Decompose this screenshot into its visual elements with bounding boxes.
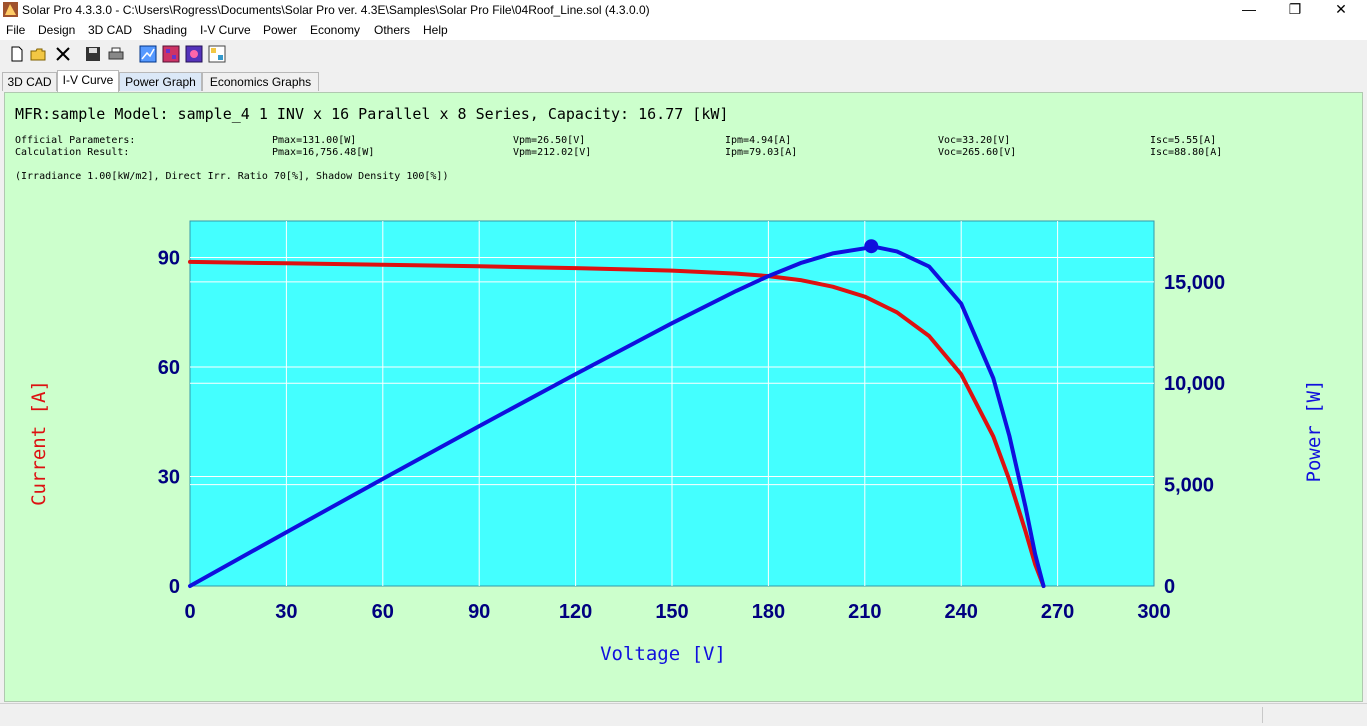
iv-chart: 0 30 60 90 120 150 180 210 240 270 300 0 30 60 90 0 5,00… xyxy=(28,220,1325,665)
x-axis-label: Voltage [V] xyxy=(600,643,726,665)
tab-strip: 3D CAD I-V Curve Power Graph Economics G… xyxy=(0,70,1367,92)
y-tick-label: 90 xyxy=(158,248,180,270)
tab-power-graph[interactable]: Power Graph xyxy=(119,72,202,91)
x-tick-label: 240 xyxy=(945,601,978,623)
x-tick-label: 210 xyxy=(848,601,881,623)
official-pmax: Pmax=131.00[W] xyxy=(272,135,357,146)
y2-axis-label: Power [W] xyxy=(1303,380,1325,483)
image-view-icon[interactable] xyxy=(208,45,226,63)
menu-bar: File Design 3D CAD Shading I-V Curve Pow… xyxy=(0,20,1367,40)
color-map-icon[interactable] xyxy=(162,45,180,63)
official-params-label: Official Parameters: xyxy=(15,135,136,146)
iv-curve-panel: MFR:sample Model: sample_4 1 INV x 16 Pa… xyxy=(4,92,1363,702)
x-tick-label: 180 xyxy=(752,601,785,623)
open-folder-icon[interactable] xyxy=(30,45,48,63)
x-tick-label: 60 xyxy=(372,601,394,623)
menu-3d-cad[interactable]: 3D CAD xyxy=(88,23,133,37)
toolbar xyxy=(0,41,1367,67)
x-tick-label: 90 xyxy=(468,601,490,623)
calc-voc: Voc=265.60[V] xyxy=(938,147,1017,158)
y2-tick-label: 15,000 xyxy=(1164,272,1225,294)
title-bar: Solar Pro 4.3.3.0 - C:\Users\Rogress\Doc… xyxy=(0,0,1367,20)
grid-lines xyxy=(190,221,1154,586)
menu-economy[interactable]: Economy xyxy=(310,23,361,37)
menu-iv-curve[interactable]: I-V Curve xyxy=(200,23,251,37)
official-voc: Voc=33.20[V] xyxy=(938,135,1011,146)
status-divider xyxy=(1262,707,1263,723)
y2-tick-label: 10,000 xyxy=(1164,373,1225,395)
settings-grid-icon[interactable] xyxy=(185,45,203,63)
official-vpm: Vpm=26.50[V] xyxy=(513,135,586,146)
conditions-text: (Irradiance 1.00[kW/m2], Direct Irr. Rat… xyxy=(15,171,449,182)
window-title: Solar Pro 4.3.3.0 - C:\Users\Rogress\Doc… xyxy=(22,3,650,17)
calc-vpm: Vpm=212.02[V] xyxy=(513,147,592,158)
y-axis-label: Current [A] xyxy=(28,380,50,506)
menu-power[interactable]: Power xyxy=(263,23,298,37)
y2-tick-label: 5,000 xyxy=(1164,475,1214,497)
tab-economics-graphs[interactable]: Economics Graphs xyxy=(202,72,319,91)
close-button[interactable]: ✕ xyxy=(1335,1,1347,17)
tab-iv-curve[interactable]: I-V Curve xyxy=(57,70,119,92)
app-logo-icon xyxy=(3,2,18,17)
x-tick-label: 270 xyxy=(1041,601,1074,623)
menu-help[interactable]: Help xyxy=(423,23,448,37)
menu-others[interactable]: Others xyxy=(374,23,411,37)
calc-result-label: Calculation Result: xyxy=(15,147,130,158)
calc-pmax: Pmax=16,756.48[W] xyxy=(272,147,375,158)
y-tick-label: 30 xyxy=(158,467,180,489)
x-tick-label: 150 xyxy=(655,601,688,623)
tab-3d-cad[interactable]: 3D CAD xyxy=(2,72,57,91)
tick-labels: 0 30 60 90 120 150 180 210 240 270 300 0 30 60 90 0 5,00… xyxy=(158,248,1225,624)
new-file-icon[interactable] xyxy=(8,45,26,63)
x-tick-label: 30 xyxy=(275,601,297,623)
power-curve xyxy=(188,244,1046,588)
delete-icon[interactable] xyxy=(54,45,72,63)
calc-ipm: Ipm=79.03[A] xyxy=(725,147,798,158)
official-isc: Isc=5.55[A] xyxy=(1150,135,1217,146)
menu-file[interactable]: File xyxy=(6,23,26,37)
current-curve xyxy=(188,259,1046,588)
max-power-point xyxy=(864,239,879,254)
status-bar xyxy=(0,703,1367,726)
minimize-button[interactable]: — xyxy=(1242,1,1256,17)
y-tick-label: 0 xyxy=(169,576,180,598)
system-heading: MFR:sample Model: sample_4 1 INV x 16 Pa… xyxy=(15,105,729,123)
calc-isc: Isc=88.80[A] xyxy=(1150,147,1223,158)
menu-shading[interactable]: Shading xyxy=(143,23,188,37)
print-icon[interactable] xyxy=(107,45,125,63)
graph-view-icon[interactable] xyxy=(139,45,157,63)
x-tick-label: 300 xyxy=(1137,601,1170,623)
y2-tick-label: 0 xyxy=(1164,576,1175,598)
menu-design[interactable]: Design xyxy=(38,23,76,37)
x-tick-label: 0 xyxy=(184,601,195,623)
curves xyxy=(188,239,1046,588)
official-ipm: Ipm=4.94[A] xyxy=(725,135,792,146)
save-icon[interactable] xyxy=(84,45,102,63)
y-tick-label: 60 xyxy=(158,357,180,379)
x-tick-label: 120 xyxy=(559,601,592,623)
restore-button[interactable]: ❐ xyxy=(1288,1,1302,17)
